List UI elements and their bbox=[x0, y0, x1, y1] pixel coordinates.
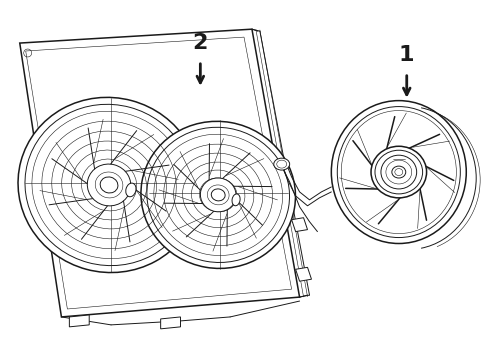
Ellipse shape bbox=[100, 177, 118, 193]
Ellipse shape bbox=[331, 100, 466, 243]
Polygon shape bbox=[292, 218, 308, 231]
Ellipse shape bbox=[232, 194, 240, 206]
Ellipse shape bbox=[18, 97, 200, 273]
Ellipse shape bbox=[274, 158, 290, 170]
Ellipse shape bbox=[126, 183, 136, 197]
Text: 2: 2 bbox=[193, 33, 208, 53]
Ellipse shape bbox=[141, 121, 295, 269]
Polygon shape bbox=[295, 267, 312, 281]
Ellipse shape bbox=[371, 146, 427, 198]
Text: 1: 1 bbox=[399, 45, 415, 65]
Ellipse shape bbox=[392, 166, 406, 178]
Ellipse shape bbox=[381, 155, 416, 189]
Ellipse shape bbox=[211, 189, 225, 201]
Ellipse shape bbox=[87, 164, 131, 206]
Polygon shape bbox=[161, 317, 180, 329]
Polygon shape bbox=[70, 315, 89, 327]
Ellipse shape bbox=[200, 178, 236, 212]
Polygon shape bbox=[20, 29, 299, 317]
